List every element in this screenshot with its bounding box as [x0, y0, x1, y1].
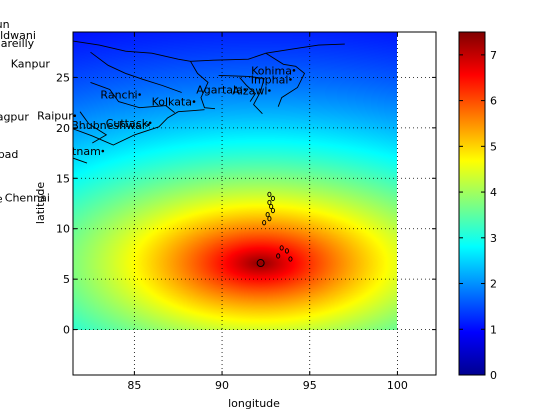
island-outline	[267, 215, 272, 222]
island-outline	[279, 245, 284, 251]
island-outline	[288, 256, 293, 262]
y-tick-label: 0	[63, 324, 70, 337]
state-border-2	[90, 81, 175, 114]
x-tick-label: 100	[387, 379, 408, 392]
city-dot	[138, 93, 141, 96]
island-outline	[267, 191, 272, 198]
colorbar: 0 1 2 3 4 5 6 7	[458, 31, 497, 382]
x-tick-label: 95	[303, 379, 317, 392]
heatmap-field	[73, 32, 397, 330]
city-dot	[101, 149, 105, 153]
colorbar-tick-label: 3	[490, 232, 497, 245]
city-dot	[289, 78, 292, 81]
city-dot	[148, 121, 152, 125]
y-tick-label: 15	[56, 172, 70, 185]
colorbar-tick-label: 7	[490, 49, 497, 62]
y-tick-label: 25	[56, 71, 70, 84]
state-border-3	[79, 111, 108, 144]
border-bangladesh-east	[218, 74, 265, 115]
colorbar-tick-label: 5	[490, 140, 497, 153]
city-label: Agartala	[196, 84, 243, 97]
island-outline	[267, 199, 272, 206]
coastline-andhra	[73, 157, 88, 164]
x-tick-label: 90	[215, 379, 229, 392]
colorbar-ticks: 0 1 2 3 4 5 6 7	[459, 49, 497, 382]
axes-box	[72, 31, 437, 376]
border-bangladesh-west	[190, 61, 216, 110]
y-axis-label: latitude	[34, 182, 47, 224]
colorbar-tick-label: 6	[490, 95, 497, 108]
city-labels-outside: aruShimlaDehradunHaldwaniDelhiBareillypu…	[0, 18, 73, 206]
border-myanmar	[265, 52, 306, 107]
city-label: Kolkata	[152, 96, 192, 109]
city-label: Bhubneshwar	[71, 119, 147, 132]
state-border-1	[90, 51, 182, 93]
x-tick-label: 85	[127, 379, 141, 392]
coastline	[73, 40, 345, 164]
city-label: Imphal	[251, 73, 289, 86]
colorbar-tick-label: 4	[490, 186, 497, 199]
city-label: Cuttack	[106, 117, 149, 130]
city-label: Hyderabad	[0, 148, 18, 161]
source-marker	[256, 259, 265, 268]
city-dot	[243, 88, 247, 91]
island-outline	[262, 220, 267, 226]
island-outline	[270, 207, 275, 214]
island-outline	[265, 211, 270, 218]
city-label: Kanpur	[11, 57, 51, 70]
colorbar-tick-label: 1	[490, 323, 497, 336]
colorbar-tick-label: 2	[490, 278, 497, 291]
y-tick-label: 5	[63, 273, 70, 286]
x-axis-label: longitude	[228, 397, 280, 410]
island-outline	[276, 253, 281, 259]
city-label: Ranchi	[100, 89, 137, 102]
grid-lines	[73, 32, 436, 375]
y-tick-label: 10	[56, 223, 70, 236]
colorbar-gradient	[458, 31, 486, 376]
island-outline	[269, 203, 274, 210]
border-north	[73, 40, 345, 62]
border-tripura	[239, 77, 256, 102]
city-label: Chennai	[5, 191, 50, 204]
city-dot	[73, 114, 77, 118]
city-label: Raipur	[37, 110, 73, 123]
colorbar-tick-label: 0	[490, 369, 497, 382]
city-dot	[268, 89, 271, 92]
city-label: Dehradun	[0, 18, 10, 31]
y-tick-label: 20	[56, 122, 70, 135]
city-dot	[147, 123, 150, 127]
y-ticks: 0 5 10 15 20 25	[56, 71, 436, 337]
city-label: Kohima	[251, 64, 292, 77]
city-dot	[192, 100, 196, 103]
city-label: Bareilly	[0, 37, 35, 50]
city-label: Vishakapatnam	[16, 145, 101, 158]
island-outline	[270, 195, 275, 202]
island-outlines	[262, 191, 293, 262]
city-label: Bangalore	[0, 192, 3, 205]
city-dot	[292, 69, 296, 72]
city-label: Nagpur	[0, 111, 29, 124]
city-label: Haldwani	[0, 29, 36, 42]
x-ticks: 85 90 95 100	[127, 32, 408, 392]
city-label: Aizawl	[232, 85, 267, 98]
island-outline	[284, 248, 289, 254]
